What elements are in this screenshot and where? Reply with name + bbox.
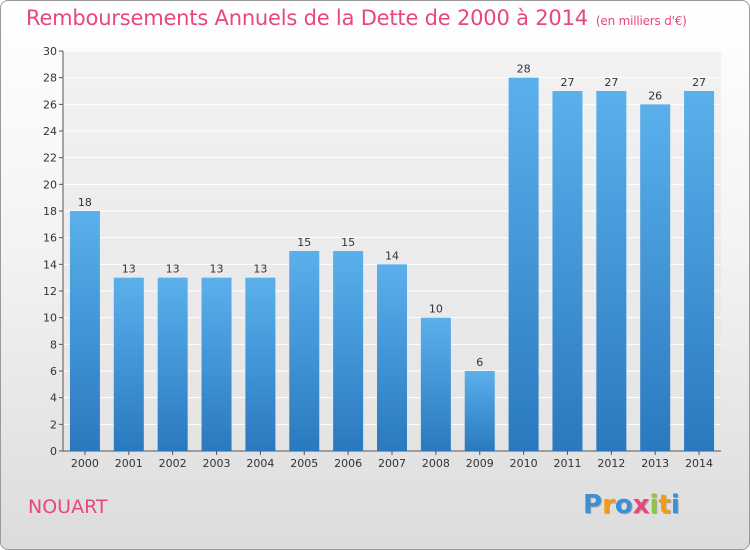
x-tick-label-2013: 2013 (641, 457, 669, 470)
data-label-2011: 27 (560, 76, 574, 89)
logo-letter: o (614, 490, 633, 520)
proxiti-logo[interactable]: Proxiti (583, 490, 680, 520)
bar-2012 (596, 91, 627, 451)
x-tick-label-2007: 2007 (378, 457, 406, 470)
y-tick-label: 12 (43, 285, 57, 298)
y-tick-label: 14 (43, 258, 57, 271)
x-tick-label-2009: 2009 (466, 457, 494, 470)
bar-2014 (684, 91, 715, 451)
bar-2003 (201, 277, 232, 451)
bar-2010 (508, 77, 539, 452)
data-label-2002: 13 (166, 263, 180, 276)
data-label-2009: 6 (476, 356, 483, 369)
bar-2000 (69, 211, 100, 451)
data-label-2013: 26 (648, 89, 662, 102)
x-tick-label-2003: 2003 (203, 457, 231, 470)
bar-2008 (420, 317, 451, 451)
x-tick-label-2010: 2010 (510, 457, 538, 470)
data-label-2008: 10 (429, 303, 443, 316)
bar-2007 (377, 264, 407, 451)
x-tick-label-2012: 2012 (597, 457, 625, 470)
bar-2002 (157, 277, 188, 451)
x-tick-label-2000: 2000 (71, 457, 99, 470)
x-tick-label-2014: 2014 (685, 457, 713, 470)
data-label-2010: 28 (517, 63, 531, 76)
bar-2013 (640, 104, 671, 451)
y-tick-label: 8 (50, 338, 57, 351)
bar-2009 (464, 371, 495, 451)
data-label-2000: 18 (78, 196, 92, 209)
y-tick-label: 0 (50, 445, 57, 458)
title-text: Remboursements Annuels de la Dette de 20… (26, 6, 588, 30)
data-label-2005: 15 (297, 236, 311, 249)
commune-name: NOUART (28, 496, 108, 518)
y-tick-label: 20 (43, 178, 57, 191)
y-tick-label: 26 (43, 98, 57, 111)
bar-2001 (113, 277, 144, 451)
y-tick-label: 18 (43, 205, 57, 218)
chart-title: Remboursements Annuels de la Dette de 20… (26, 6, 687, 30)
bar-2005 (289, 251, 320, 451)
x-tick-label-2011: 2011 (553, 457, 581, 470)
data-label-2004: 13 (253, 263, 267, 276)
y-tick-label: 28 (43, 72, 57, 85)
y-tick-label: 24 (43, 125, 57, 138)
bar-2006 (333, 251, 364, 451)
x-tick-label-2004: 2004 (246, 457, 274, 470)
y-tick-label: 10 (43, 312, 57, 325)
data-label-2006: 15 (341, 236, 355, 249)
logo-letter: t (658, 490, 671, 520)
y-tick-label: 2 (50, 418, 57, 431)
logo-letter: r (602, 490, 615, 520)
data-label-2012: 27 (604, 76, 618, 89)
y-tick-label: 6 (50, 365, 57, 378)
data-label-2007: 14 (385, 249, 399, 262)
x-tick-label-2005: 2005 (290, 457, 318, 470)
data-label-2014: 27 (692, 76, 706, 89)
y-tick-label: 22 (43, 152, 57, 165)
x-tick-label-2006: 2006 (334, 457, 362, 470)
logo-letter: x (632, 490, 650, 520)
bar-2004 (245, 277, 276, 451)
y-tick-label: 4 (50, 392, 57, 405)
x-tick-label-2002: 2002 (159, 457, 187, 470)
x-tick-label-2008: 2008 (422, 457, 450, 470)
logo-letter: i (670, 490, 680, 520)
x-tick-label-2001: 2001 (115, 457, 143, 470)
logo-letter: i (649, 490, 659, 520)
data-label-2003: 13 (210, 263, 224, 276)
unit-note: (en milliers d'€) (595, 14, 687, 28)
data-label-2001: 13 (122, 263, 136, 276)
bar-2011 (552, 91, 583, 451)
y-tick-label: 30 (43, 45, 57, 58)
logo-letter: P (583, 490, 603, 520)
y-tick-label: 16 (43, 232, 57, 245)
